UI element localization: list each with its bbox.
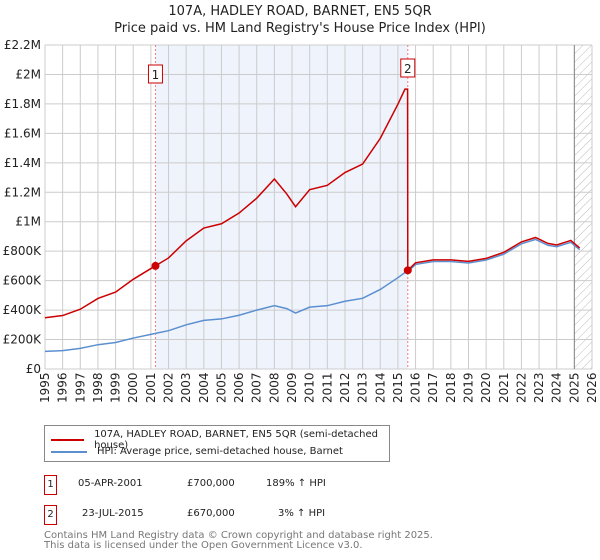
annotation-box bbox=[147, 64, 163, 84]
annotation-box bbox=[400, 58, 416, 78]
chart-subtitle: Price paid vs. HM Land Registry's House … bbox=[114, 21, 486, 36]
legend-item-property: 107A, HADLEY ROAD, BARNET, EN5 5QR (semi… bbox=[51, 429, 389, 451]
x-tick-label: 2003 bbox=[179, 372, 193, 403]
x-tick-label: 2005 bbox=[214, 372, 228, 403]
marker-badge: 2 bbox=[44, 505, 57, 525]
transaction-row: 2 23-JUL-2015 £670,000 3% ↑ HPI bbox=[44, 505, 444, 525]
x-tick-label: 2011 bbox=[320, 372, 334, 403]
chart-title: 107A, HADLEY ROAD, BARNET, EN5 5QR bbox=[168, 4, 432, 19]
y-tick-label: £1.4M bbox=[4, 156, 41, 170]
x-tick-label: 2025 bbox=[567, 372, 581, 403]
x-tick-label: 2019 bbox=[461, 372, 475, 403]
sale-point bbox=[403, 266, 412, 275]
annotation-label: 1 bbox=[152, 68, 160, 82]
y-tick-label: £400K bbox=[3, 303, 43, 317]
y-tick-label: £800K bbox=[3, 244, 43, 258]
legend-swatch bbox=[51, 439, 85, 441]
footer: Contains HM Land Registry data © Crown c… bbox=[44, 530, 433, 551]
x-tick-label: 2020 bbox=[479, 372, 493, 403]
x-tick-label: 2010 bbox=[303, 372, 317, 403]
x-tick-label: 1997 bbox=[73, 372, 87, 403]
x-tick-label: 2026 bbox=[585, 372, 599, 403]
x-tick-label: 2004 bbox=[197, 372, 211, 403]
x-tick-label: 2009 bbox=[285, 372, 299, 403]
x-tick-label: 2015 bbox=[391, 372, 405, 403]
legend-swatch bbox=[51, 450, 87, 453]
sale-period-shade bbox=[155, 45, 408, 369]
x-tick-label: 2016 bbox=[409, 372, 423, 403]
x-tick-label: 2007 bbox=[250, 372, 264, 403]
x-tick-label: 2018 bbox=[444, 372, 458, 403]
x-tick-label: 2006 bbox=[232, 372, 246, 403]
x-tick-label: 2012 bbox=[338, 372, 352, 403]
y-tick-label: £1.6M bbox=[4, 126, 41, 140]
x-tick-label: 2008 bbox=[267, 372, 281, 403]
legend: 107A, HADLEY ROAD, BARNET, EN5 5QR (semi… bbox=[44, 425, 390, 462]
x-tick-label: 2013 bbox=[356, 372, 370, 403]
x-tick-label: 2000 bbox=[126, 372, 140, 403]
chart: 1995 1996 1997 1998 1999 2000 2001 2002 2003 2004… bbox=[3, 38, 599, 403]
y-tick-label: £1.2M bbox=[4, 185, 41, 199]
marker-badge: 1 bbox=[44, 475, 57, 495]
annotation-label: 2 bbox=[404, 62, 412, 76]
x-tick-label: 1996 bbox=[56, 372, 70, 403]
x-tick-label: 2017 bbox=[426, 372, 440, 403]
x-tick-label: 1999 bbox=[109, 372, 123, 403]
sale-point bbox=[151, 261, 160, 270]
hpi-line bbox=[44, 238, 581, 353]
property-price-line bbox=[44, 88, 581, 319]
forecast-hatch bbox=[574, 45, 592, 369]
y-tick-label: £1M bbox=[15, 215, 41, 229]
x-tick-label: 2023 bbox=[532, 372, 546, 403]
x-tick-label: 1998 bbox=[91, 372, 105, 403]
x-tick-label: 2001 bbox=[144, 372, 158, 403]
x-tick-label: 2024 bbox=[550, 372, 564, 403]
y-tick-label: £2.2M bbox=[4, 38, 41, 52]
y-tick-label: £0 bbox=[26, 362, 41, 376]
transaction-row: 1 05-APR-2001 £700,000 189% ↑ HPI bbox=[44, 475, 444, 495]
x-tick-label: 1995 bbox=[38, 372, 52, 403]
y-tick-label: £2M bbox=[15, 67, 41, 81]
x-tick-label: 2021 bbox=[497, 372, 511, 403]
x-tick-label: 2022 bbox=[514, 372, 528, 403]
y-tick-label: £1.8M bbox=[4, 97, 41, 111]
x-tick-label: 2014 bbox=[373, 372, 387, 403]
y-tick-label: £200K bbox=[3, 333, 43, 347]
legend-item-hpi: HPI: Average price, semi-detached house,… bbox=[51, 446, 343, 457]
x-tick-label: 2002 bbox=[162, 372, 176, 403]
y-tick-label: £600K bbox=[3, 274, 43, 288]
